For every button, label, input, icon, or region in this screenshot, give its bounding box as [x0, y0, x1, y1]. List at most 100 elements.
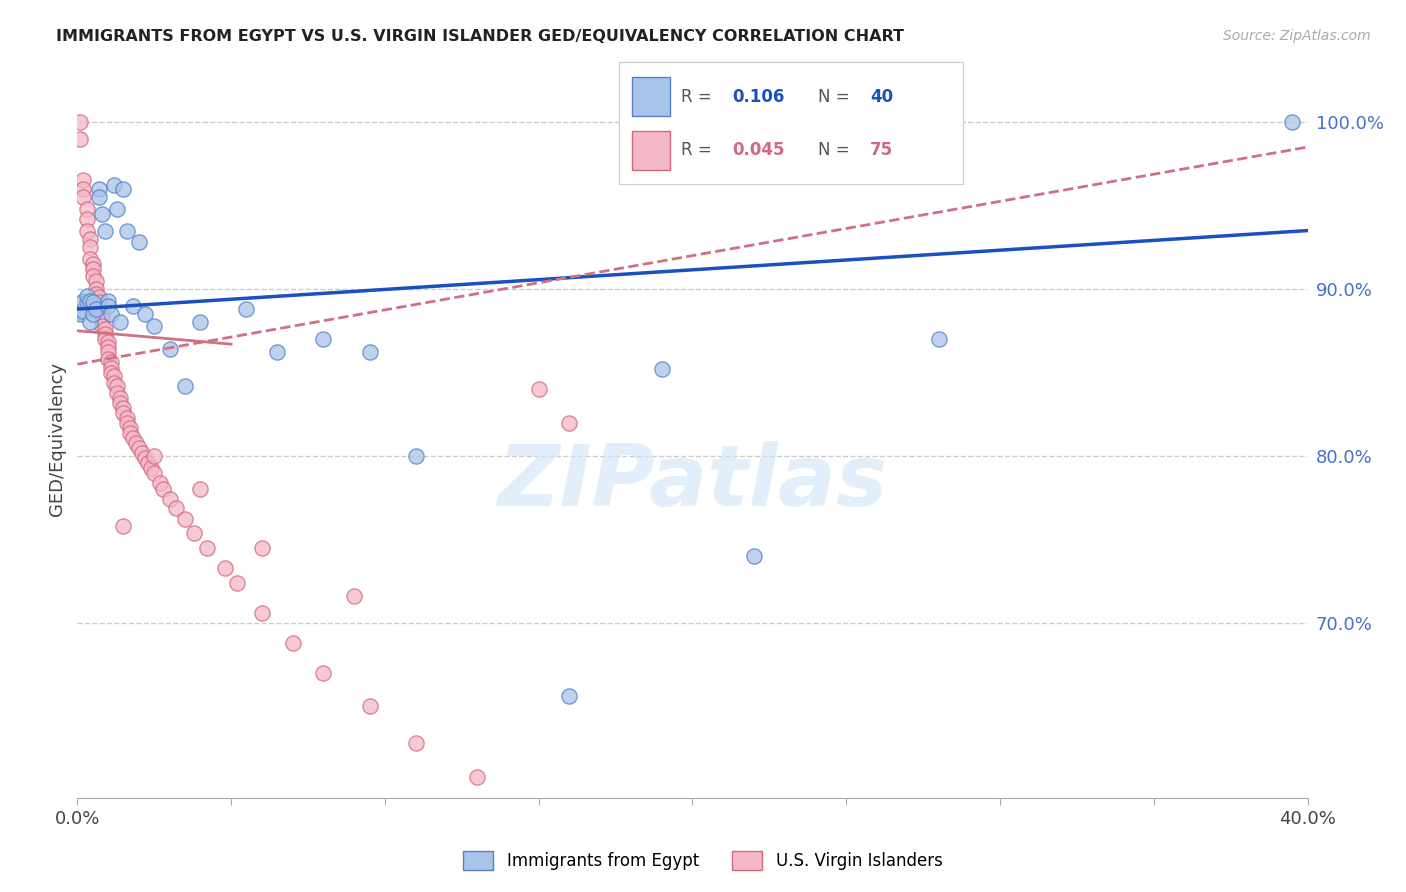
Point — [128, 235, 150, 250]
Point — [84, 287, 107, 301]
Point — [82, 262, 104, 277]
Point — [250, 541, 273, 555]
Point — [72, 293, 94, 308]
Point — [281, 636, 304, 650]
Text: Source: ZipAtlas.com: Source: ZipAtlas.com — [1223, 29, 1371, 43]
Point — [250, 606, 273, 620]
Point — [118, 425, 141, 440]
Point — [110, 315, 132, 329]
Point — [90, 318, 114, 333]
Point — [405, 449, 427, 463]
Point — [76, 295, 98, 310]
Point — [651, 362, 673, 376]
Point — [359, 345, 381, 359]
Point — [136, 456, 159, 470]
Point — [82, 268, 104, 283]
Point — [76, 289, 98, 303]
Point — [188, 315, 212, 329]
Point — [105, 379, 128, 393]
Point — [72, 190, 94, 204]
Point — [134, 450, 156, 465]
Point — [76, 223, 98, 237]
Point — [82, 307, 104, 321]
Point — [87, 190, 110, 204]
Point — [742, 549, 765, 564]
Point — [90, 307, 114, 321]
Point — [84, 301, 107, 316]
Point — [79, 315, 101, 329]
Point — [72, 303, 94, 318]
Point — [97, 299, 120, 313]
Point — [90, 207, 114, 221]
Point — [928, 332, 950, 346]
Point — [94, 322, 117, 336]
Point — [343, 589, 366, 603]
Point — [195, 541, 218, 555]
Point — [112, 401, 135, 415]
Text: ZIPatlas: ZIPatlas — [498, 441, 887, 524]
Point — [100, 307, 122, 321]
Point — [118, 420, 141, 434]
Point — [100, 366, 122, 380]
Point — [214, 561, 236, 575]
Point — [165, 500, 187, 515]
Point — [266, 345, 288, 359]
Point — [97, 341, 120, 355]
Point — [121, 431, 143, 445]
Point — [110, 395, 132, 409]
Point — [100, 360, 122, 375]
Point — [125, 435, 148, 450]
Point — [103, 178, 125, 193]
Point — [76, 202, 98, 216]
Point — [121, 299, 143, 313]
Point — [115, 223, 138, 237]
Point — [79, 293, 101, 308]
Point — [188, 483, 212, 497]
Point — [183, 525, 205, 540]
Point — [558, 690, 581, 704]
Point — [69, 305, 91, 319]
Point — [94, 223, 117, 237]
Legend: Immigrants from Egypt, U.S. Virgin Islanders: Immigrants from Egypt, U.S. Virgin Islan… — [457, 844, 949, 877]
Point — [112, 406, 135, 420]
Point — [69, 115, 91, 129]
Point — [105, 202, 128, 216]
Point — [128, 441, 150, 455]
Point — [558, 416, 581, 430]
Point — [97, 293, 120, 308]
Point — [465, 770, 488, 784]
Point — [143, 449, 166, 463]
Point — [131, 445, 153, 459]
Point — [312, 332, 335, 346]
Point — [87, 295, 110, 310]
Point — [159, 342, 181, 356]
Point — [76, 211, 98, 226]
Point — [149, 475, 172, 490]
Point — [84, 282, 107, 296]
Point — [87, 301, 110, 316]
Point — [159, 492, 181, 507]
Point — [112, 519, 135, 533]
Point — [87, 290, 110, 304]
Point — [115, 416, 138, 430]
Text: IMMIGRANTS FROM EGYPT VS U.S. VIRGIN ISLANDER GED/EQUIVALENCY CORRELATION CHART: IMMIGRANTS FROM EGYPT VS U.S. VIRGIN ISL… — [56, 29, 904, 44]
Point — [72, 173, 94, 187]
Point — [152, 483, 174, 497]
Point — [94, 332, 117, 346]
Point — [359, 699, 381, 714]
Point — [97, 345, 120, 359]
Point — [82, 295, 104, 310]
Point — [97, 352, 120, 367]
Point — [84, 274, 107, 288]
Point — [174, 512, 197, 526]
Point — [94, 327, 117, 342]
Point — [143, 466, 166, 480]
Point — [527, 382, 550, 396]
Point — [69, 132, 91, 146]
Point — [105, 385, 128, 400]
Point — [174, 379, 197, 393]
Point — [90, 312, 114, 326]
Point — [72, 182, 94, 196]
Point — [112, 182, 135, 196]
Point — [235, 301, 257, 316]
